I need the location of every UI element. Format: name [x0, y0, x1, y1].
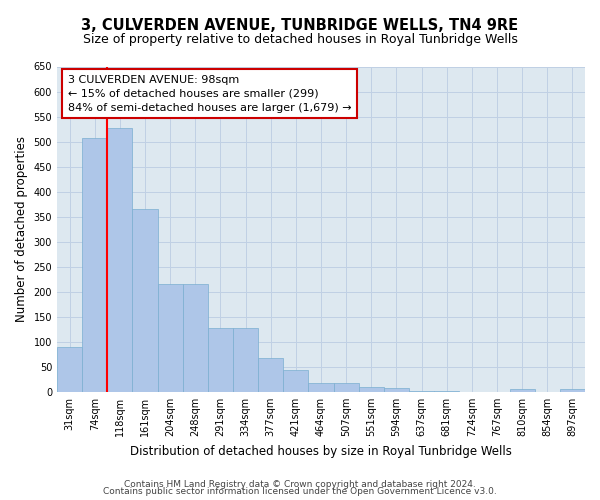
- Bar: [82, 138, 107, 392]
- Text: 3, CULVERDEN AVENUE, TUNBRIDGE WELLS, TN4 9RE: 3, CULVERDEN AVENUE, TUNBRIDGE WELLS, TN…: [82, 18, 518, 32]
- Bar: [308, 383, 334, 392]
- Bar: [359, 387, 384, 392]
- Bar: [107, 128, 133, 392]
- Text: 3 CULVERDEN AVENUE: 98sqm
← 15% of detached houses are smaller (299)
84% of semi: 3 CULVERDEN AVENUE: 98sqm ← 15% of detac…: [68, 74, 351, 112]
- Bar: [158, 284, 183, 392]
- Bar: [183, 284, 208, 392]
- Bar: [283, 370, 308, 392]
- Bar: [560, 390, 585, 392]
- Text: Size of property relative to detached houses in Royal Tunbridge Wells: Size of property relative to detached ho…: [83, 32, 517, 46]
- Bar: [57, 347, 82, 392]
- Bar: [509, 390, 535, 392]
- Text: Contains public sector information licensed under the Open Government Licence v3: Contains public sector information licen…: [103, 488, 497, 496]
- Bar: [384, 388, 409, 392]
- Text: Contains HM Land Registry data © Crown copyright and database right 2024.: Contains HM Land Registry data © Crown c…: [124, 480, 476, 489]
- Bar: [334, 383, 359, 392]
- Bar: [208, 328, 233, 392]
- Bar: [409, 391, 434, 392]
- Y-axis label: Number of detached properties: Number of detached properties: [15, 136, 28, 322]
- X-axis label: Distribution of detached houses by size in Royal Tunbridge Wells: Distribution of detached houses by size …: [130, 444, 512, 458]
- Bar: [258, 358, 283, 392]
- Bar: [233, 328, 258, 392]
- Bar: [133, 209, 158, 392]
